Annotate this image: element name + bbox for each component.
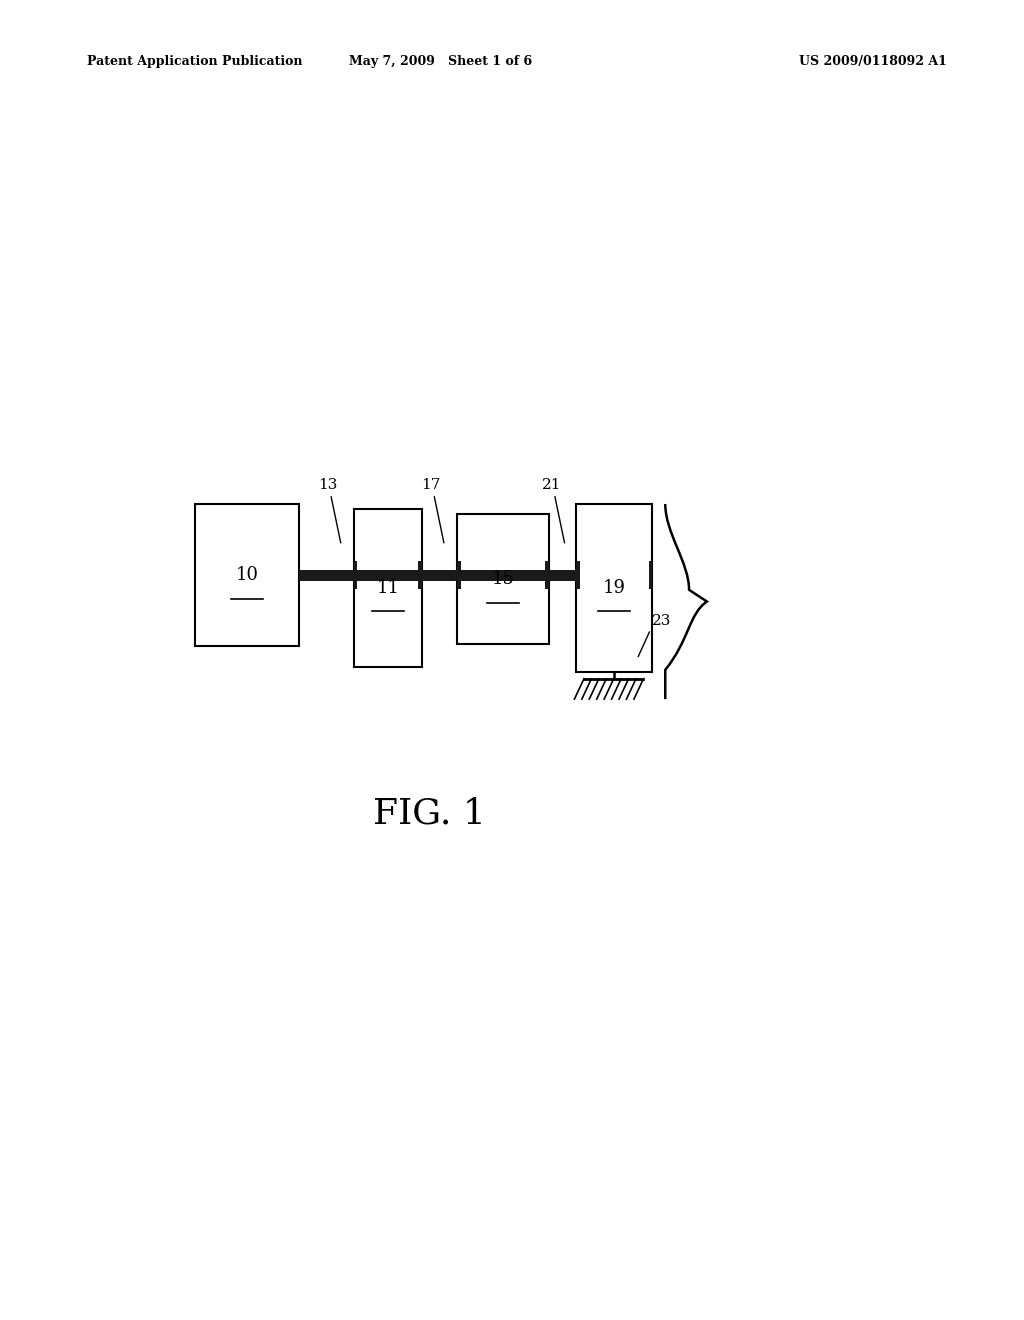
Text: 21: 21 xyxy=(542,478,561,492)
Text: 11: 11 xyxy=(377,579,399,597)
Bar xyxy=(546,561,549,589)
Bar xyxy=(577,504,651,672)
Text: 19: 19 xyxy=(602,579,626,597)
Bar xyxy=(196,504,299,647)
Text: FIG. 1: FIG. 1 xyxy=(373,797,486,832)
Bar xyxy=(458,561,461,589)
Bar xyxy=(419,561,422,589)
Bar xyxy=(577,561,580,589)
Bar xyxy=(354,561,357,589)
Text: 23: 23 xyxy=(652,614,671,628)
Text: 15: 15 xyxy=(492,570,514,589)
Text: 13: 13 xyxy=(318,478,338,492)
Text: US 2009/0118092 A1: US 2009/0118092 A1 xyxy=(799,55,946,69)
Text: Patent Application Publication: Patent Application Publication xyxy=(87,55,302,69)
Bar xyxy=(354,510,422,667)
Bar xyxy=(648,561,651,589)
Text: 17: 17 xyxy=(422,478,441,492)
Bar xyxy=(458,513,549,644)
Text: May 7, 2009   Sheet 1 of 6: May 7, 2009 Sheet 1 of 6 xyxy=(349,55,531,69)
Text: 10: 10 xyxy=(236,566,258,585)
Bar xyxy=(299,569,577,581)
